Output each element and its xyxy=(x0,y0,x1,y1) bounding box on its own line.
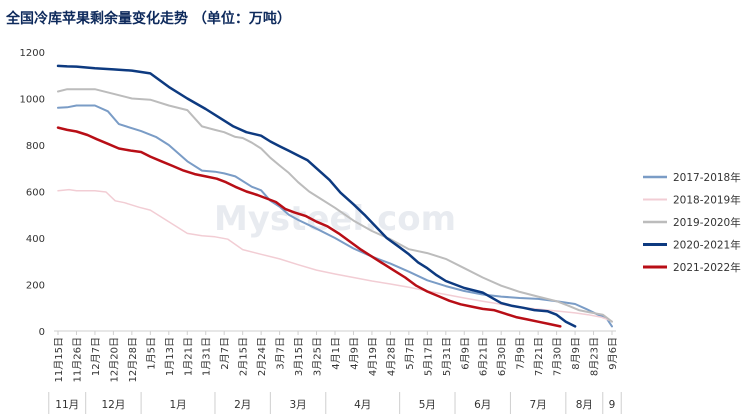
series-line-3 xyxy=(56,64,577,328)
series-lines xyxy=(56,64,613,328)
x-tick-label: 1月13日 xyxy=(164,337,176,376)
legend-label: 2021-2022年 xyxy=(673,261,741,274)
x-tick-label: 6月30日 xyxy=(496,337,508,376)
month-label: 6月 xyxy=(474,399,491,411)
x-tick-label: 3月25日 xyxy=(312,337,324,376)
y-tick-label: 800 xyxy=(26,141,45,152)
x-tick-label: 11月15日 xyxy=(53,337,65,382)
x-axis-ticks: 11月15日 11月26日 12月7日 12月20日 12月28日 1月5日 1月13日 1月… xyxy=(53,331,619,382)
x-tick-label: 7月21日 xyxy=(533,337,545,376)
chart-title: 全国冷库苹果剩余量变化走势 （单位：万吨） xyxy=(6,11,291,27)
x-tick-label: 4月19日 xyxy=(367,337,379,376)
month-label: 1月 xyxy=(169,399,186,411)
legend: 2017-2018年 2018-2019年 2019-2020年 2020-2021年… xyxy=(643,171,741,274)
x-tick-label: 4月28日 xyxy=(385,337,397,376)
month-label: 2月 xyxy=(234,399,251,411)
y-axis-ticks: 0 200 400 600 800 1000 1200 xyxy=(20,48,45,338)
x-tick-label: 12月20日 xyxy=(108,337,120,382)
x-tick-label: 4月1日 xyxy=(330,337,342,370)
x-tick-label: 11月26日 xyxy=(71,337,83,382)
month-label: 11月 xyxy=(55,399,79,411)
month-label: 12月 xyxy=(101,399,125,411)
y-tick-label: 0 xyxy=(39,327,45,338)
y-tick-label: 400 xyxy=(26,234,45,245)
x-tick-label: 3月15日 xyxy=(293,337,305,376)
x-tick-label: 2月15日 xyxy=(238,337,250,376)
x-tick-label: 7月9日 xyxy=(515,337,527,370)
x-tick-label: 12月28日 xyxy=(127,337,139,382)
x-tick-label: 4月9日 xyxy=(348,337,360,370)
month-label: 5月 xyxy=(419,399,436,411)
month-groups: 11月 12月 1月 2月 3月 4月 5月 6月 7月 8月 9 xyxy=(48,392,622,414)
series-line-4 xyxy=(56,126,562,328)
month-label: 7月 xyxy=(530,399,547,411)
y-tick-label: 1200 xyxy=(20,48,45,59)
month-label: 9 xyxy=(609,399,616,411)
x-tick-label: 5月7日 xyxy=(404,337,416,370)
x-tick-label: 2月24日 xyxy=(256,337,268,376)
watermark-text: Mysteel.com xyxy=(214,199,456,239)
x-tick-label: 12月7日 xyxy=(90,337,102,376)
legend-label: 2018-2019年 xyxy=(673,194,741,207)
y-tick-label: 200 xyxy=(26,281,45,292)
legend-label: 2020-2021年 xyxy=(673,239,741,252)
legend-label: 2019-2020年 xyxy=(673,216,741,229)
x-tick-label: 6月21日 xyxy=(478,337,490,376)
x-tick-label: 3月7日 xyxy=(275,337,287,370)
legend-label: 2017-2018年 xyxy=(673,171,741,184)
watermark: Mysteel.com xyxy=(214,199,456,239)
x-tick-label: 1月21日 xyxy=(182,337,194,376)
series-line-2 xyxy=(57,88,613,323)
x-tick-label: 6月9日 xyxy=(459,337,471,370)
y-tick-label: 600 xyxy=(26,188,45,199)
x-tick-label: 8月23日 xyxy=(589,337,601,376)
month-label: 8月 xyxy=(576,399,593,411)
x-tick-label: 1月5日 xyxy=(145,337,157,370)
x-tick-label: 9月6日 xyxy=(607,337,619,370)
month-label: 3月 xyxy=(289,399,306,411)
x-tick-label: 1月31日 xyxy=(201,337,213,376)
y-tick-label: 1000 xyxy=(20,95,45,106)
x-tick-label: 2月7日 xyxy=(219,337,231,370)
x-tick-label: 7月30日 xyxy=(552,337,564,376)
month-label: 4月 xyxy=(354,399,371,411)
series-line-0 xyxy=(57,104,613,328)
x-tick-label: 5月31日 xyxy=(441,337,453,376)
x-tick-label: 5月17日 xyxy=(422,337,434,376)
x-tick-label: 8月9日 xyxy=(570,337,582,370)
